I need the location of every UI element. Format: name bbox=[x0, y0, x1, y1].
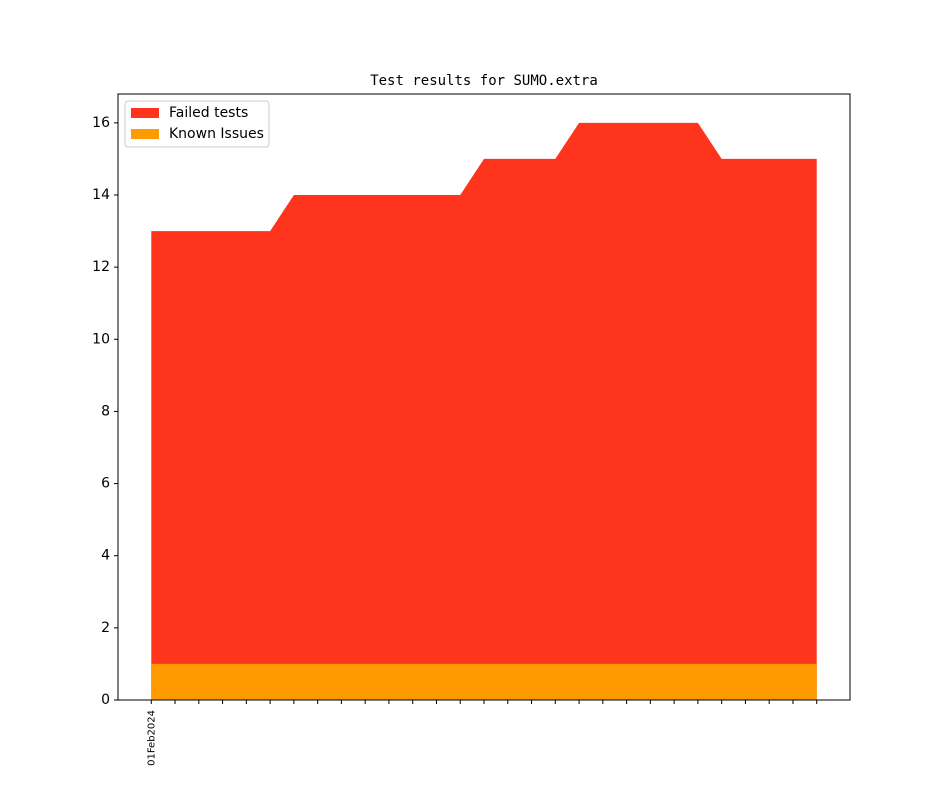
area bbox=[151, 663, 817, 700]
legend-swatch bbox=[131, 108, 159, 118]
y-tick-label: 2 bbox=[101, 620, 110, 636]
x-tick-label: 01Feb2024 bbox=[146, 710, 157, 766]
legend-label: Known Issues bbox=[169, 126, 264, 142]
legend-box bbox=[124, 100, 270, 148]
y-tick-label: 8 bbox=[101, 403, 110, 419]
y-tick-label: 0 bbox=[101, 692, 110, 708]
y-tick-label: 4 bbox=[101, 548, 110, 564]
legend-swatch bbox=[131, 129, 159, 139]
y-tick-label: 6 bbox=[101, 476, 110, 492]
chart-title: Test results for SUMO.extra bbox=[370, 73, 598, 89]
legend-label: Failed tests bbox=[169, 105, 248, 121]
y-tick-label: 16 bbox=[92, 115, 110, 131]
y-tick-label: 10 bbox=[92, 331, 110, 347]
y-tick-label: 14 bbox=[92, 187, 110, 203]
y-tick-label: 12 bbox=[92, 259, 110, 275]
area bbox=[151, 122, 817, 701]
